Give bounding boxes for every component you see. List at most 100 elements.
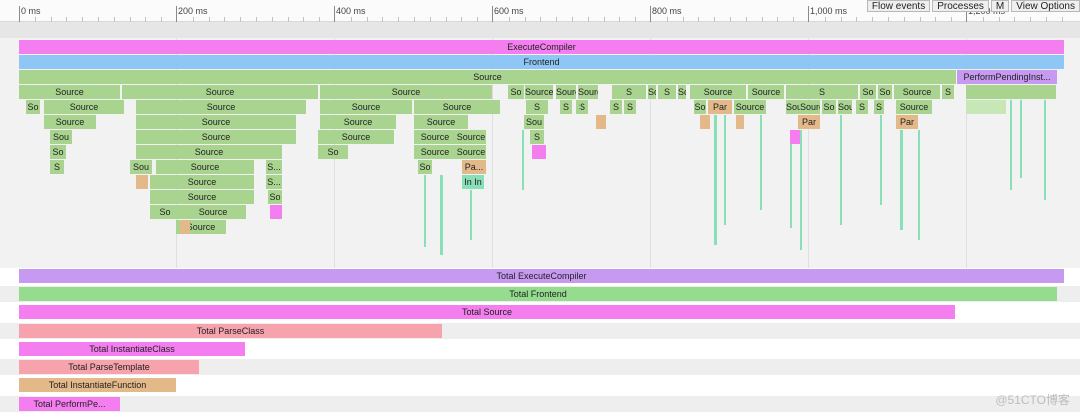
time-ruler[interactable]: 0 ms 200 ms 400 ms 600 ms 800 ms 1,000 m… [0,0,1080,22]
frame-source[interactable]: S [856,100,868,114]
frame-sliver[interactable] [700,115,710,129]
frame-source[interactable]: S [576,100,588,114]
frame-source[interactable]: Source [180,205,246,219]
total-instantiate-function-bar[interactable]: Total InstantiateFunction [19,378,176,392]
frame-source[interactable]: So [878,85,892,99]
frame-source[interactable]: Sou [838,100,852,114]
frame-source[interactable]: Source [456,130,486,144]
frame-parse[interactable]: Par [896,115,918,129]
flame-graph[interactable]: ExecuteCompiler Frontend Source PerformP… [0,38,1080,268]
frame-source[interactable]: S [526,100,548,114]
frame-parse[interactable]: Par [798,115,820,129]
frame-source[interactable]: Source [136,100,306,114]
frame-source[interactable]: Source [136,115,296,129]
frame-source[interactable]: S [658,85,676,99]
view-options-button[interactable]: View Options [1011,0,1080,12]
frame-source[interactable]: Source [414,115,468,129]
frame-source[interactable]: Source [556,85,576,99]
frame-source[interactable]: Sou [130,160,152,174]
frame-sliver[interactable] [270,205,282,219]
frame-source[interactable]: Source [734,100,766,114]
frame-source[interactable]: S [624,100,636,114]
frame-source[interactable]: So [318,145,348,159]
total-parse-class-bar[interactable]: Total ParseClass [19,324,442,338]
frame-source[interactable]: Source [122,85,318,99]
frame-source[interactable]: Source [156,160,254,174]
frame-source[interactable]: So [648,85,656,99]
frame-source[interactable]: Source [150,190,254,204]
frame-parse[interactable]: Pa... [462,160,486,174]
frame-source[interactable]: Source [800,100,820,114]
frame-source[interactable]: So [418,160,432,174]
frame-sliver[interactable] [736,115,744,129]
frame-sliver[interactable] [596,115,606,129]
frame-source[interactable]: S [560,100,572,114]
frame-source[interactable]: Source [136,145,282,159]
frame-source[interactable]: Source [320,100,412,114]
flow-events-button[interactable]: Flow events [866,0,931,12]
frame-source[interactable]: Source [748,85,784,99]
frame-source[interactable]: S [580,100,582,114]
total-frontend-bar[interactable]: Total Frontend [19,287,1057,301]
frame-source[interactable]: Source [894,85,940,99]
frame-source[interactable]: So [508,85,524,99]
frame-instantiate[interactable]: In In [462,175,484,189]
ruler-minor-tick [446,17,447,22]
frame-sliver[interactable] [966,85,1056,99]
ruler-major-tick [334,6,335,22]
frame-source[interactable]: S [610,100,622,114]
frame-source[interactable]: Source [44,100,124,114]
frame-source[interactable]: Source [320,85,492,99]
frame-sliver[interactable] [180,220,190,234]
frame-source-root[interactable]: Source [19,70,956,84]
frame-source[interactable]: So [822,100,836,114]
frame-source[interactable]: S... [266,175,282,189]
processes-button[interactable]: Processes [932,0,989,12]
frame-source[interactable]: So [860,85,876,99]
frame-source[interactable]: Source [19,85,120,99]
frame-source[interactable]: Source [318,130,394,144]
frame-source[interactable]: S [874,100,884,114]
m-button[interactable]: M [990,0,1010,12]
frame-execute-compiler[interactable]: ExecuteCompiler [19,40,1064,54]
frame-source[interactable]: S [942,85,954,99]
frame-source[interactable]: Source [678,85,686,99]
frame-source[interactable]: Source [896,100,932,114]
frame-source[interactable]: Source [525,85,553,99]
frame-source[interactable]: Source [456,145,486,159]
frame-parse[interactable]: Par [708,100,732,114]
frame-frontend[interactable]: Frontend [19,55,1064,69]
frame-source[interactable]: Source [44,115,96,129]
frame-source[interactable]: Source [578,85,598,99]
frame-source[interactable]: Source [320,115,396,129]
total-execute-compiler-bar[interactable]: Total ExecuteCompiler [19,269,1064,283]
frame-sliver[interactable] [790,130,802,144]
frame-source[interactable]: Source [690,85,746,99]
frame-sliver[interactable] [136,175,148,189]
frame-source[interactable]: S [50,160,64,174]
frame-source[interactable]: So [50,145,66,159]
total-parse-template-bar[interactable]: Total ParseTemplate [19,360,199,374]
frame-sliver[interactable] [966,100,1006,114]
frame-source[interactable]: S [786,85,858,99]
frame-perform-pending-instantiations[interactable]: PerformPendingInst... [957,70,1057,84]
frame-source[interactable]: So [268,190,282,204]
frame-sliver[interactable] [532,145,546,159]
frame-source[interactable]: So [26,100,40,114]
frame-source[interactable]: So [694,100,706,114]
frame-source[interactable]: Sou [50,130,72,144]
total-source-bar[interactable]: Total Source [19,305,955,319]
frame-source[interactable]: Source [414,130,456,144]
frame-source[interactable]: So [150,205,180,219]
frame-source[interactable]: S [530,130,544,144]
total-perform-pending-bar[interactable]: Total PerformPe... [19,397,120,411]
total-instantiate-class-bar[interactable]: Total InstantiateClass [19,342,245,356]
frame-source[interactable]: Source [414,100,500,114]
frame-source[interactable]: S [612,85,646,99]
frame-source[interactable]: Sou [524,115,544,129]
frame-source[interactable]: S... [266,160,282,174]
frame-source[interactable]: Source [414,145,456,159]
frame-source[interactable]: Source [150,175,254,189]
frame-source[interactable]: Source [136,130,296,144]
frame-source[interactable]: Source [786,100,802,114]
